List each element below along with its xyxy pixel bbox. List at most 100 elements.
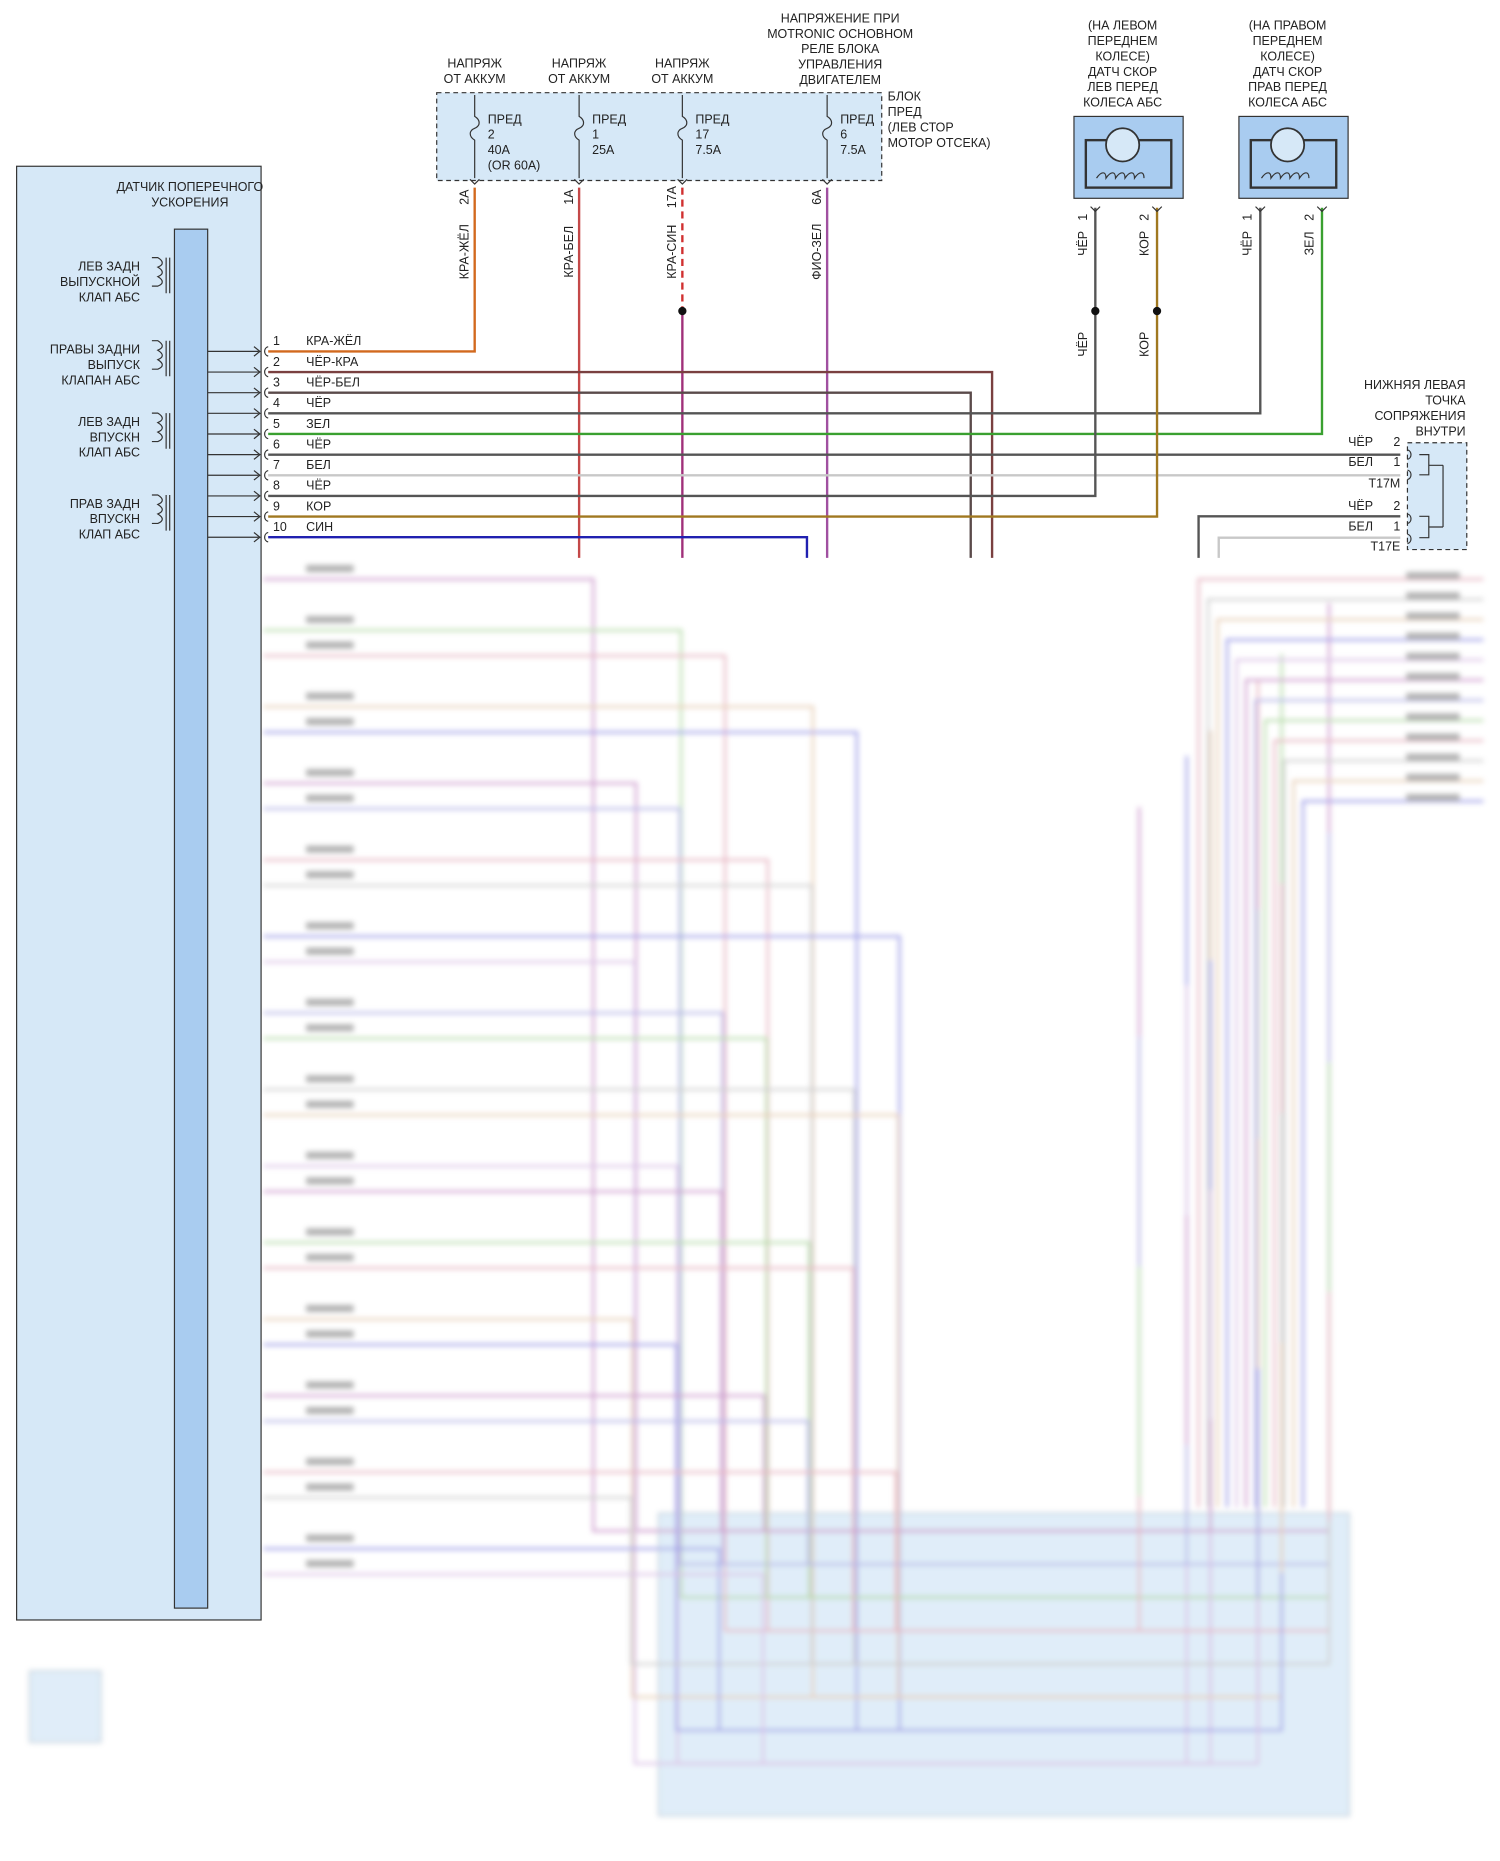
sensor-caption: ПРАВ ПЕРЕД (1248, 80, 1327, 94)
fuse-rating: ПРЕД (488, 112, 523, 126)
wire-label: СИН (306, 520, 333, 534)
blurred-wire (1254, 699, 1484, 1508)
splice (678, 306, 687, 316)
blurred-text (306, 616, 354, 624)
connector (264, 490, 269, 502)
pin-number: 4 (273, 396, 280, 410)
sensor-caption: КОЛЕСЕ) (1260, 49, 1315, 63)
fuse-block-label: ПРЕД (888, 105, 923, 119)
blurred-text (1406, 733, 1460, 741)
blurred-wire (263, 1241, 1141, 1599)
voltage-source: НАПРЯЖ (552, 56, 607, 70)
sensor-caption: ДАТЧ СКОР (1253, 65, 1322, 79)
fuse (469, 95, 480, 179)
pin-number: 3 (273, 375, 280, 389)
sensor-rotor (1105, 127, 1141, 163)
pin-number: 8 (273, 479, 280, 493)
voltage-source: ДВИГАТЕЛЕМ (799, 73, 881, 87)
connector (253, 428, 261, 440)
connector (1407, 533, 1412, 545)
blurred-text (306, 1024, 354, 1032)
blurred-wire (263, 1420, 1188, 1566)
sensor-caption: ДАТЧ СКОР (1088, 65, 1157, 79)
blurred-wire (263, 1394, 1212, 1533)
connector (1255, 206, 1266, 213)
valve-coil (151, 340, 171, 377)
blurred-text (1406, 572, 1460, 580)
wire-label: ЧЁР (1076, 332, 1090, 357)
sensor-caption: (НА ПРАВОМ (1249, 19, 1327, 33)
blurred-text (306, 1457, 354, 1466)
connector (1316, 206, 1328, 213)
blurred-wire (1225, 638, 1484, 1508)
pin-label: 1A (562, 189, 576, 205)
connector (264, 428, 269, 440)
pin-number: 1 (1076, 214, 1090, 221)
blurred-text (306, 1228, 354, 1236)
pin-number: 1 (273, 334, 280, 348)
fuse-block-label: БЛОК (888, 90, 922, 104)
blurred-text (1406, 713, 1460, 721)
connector (253, 511, 261, 522)
blurred-wire (263, 1164, 1212, 1765)
blurred-text (306, 845, 354, 853)
pin-number: 2 (273, 355, 280, 369)
blurred-wire (263, 1190, 1188, 1533)
pin-number: 2 (1137, 214, 1151, 221)
blurred-text (1406, 592, 1460, 600)
connector (1407, 469, 1412, 481)
valve-label: КЛАП АБС (79, 528, 140, 542)
blurred-text (306, 1483, 354, 1491)
voltage-source: НАПРЯЖЕНИЕ ПРИ (781, 11, 900, 25)
valve-label: КЛАП АБС (79, 290, 140, 304)
wire-label: ФИО-ЗЕЛ (810, 224, 824, 280)
pin-number: 2 (1393, 435, 1400, 449)
fuse-rating: 7.5A (840, 143, 866, 157)
blurred-text (306, 1151, 354, 1159)
blurred-wire (263, 1496, 1331, 1666)
blurred-wire (263, 1471, 1141, 1632)
wire (268, 370, 994, 558)
fuse-rating: 7.5A (695, 143, 721, 157)
valve-label: КЛАПАН АБС (61, 373, 140, 387)
sensor-caption: КОЛЕСА АБС (1083, 96, 1162, 110)
junction-title: ТОЧКА (1425, 394, 1466, 408)
blurred-wire (1216, 618, 1484, 1508)
connector (264, 366, 269, 378)
connector (253, 532, 261, 543)
sensor-rotor (1270, 127, 1306, 163)
connector (253, 387, 261, 398)
wire (268, 207, 1097, 498)
connector (1407, 449, 1412, 460)
valve-label: ПРАВЫ ЗАДНИ (50, 342, 140, 356)
junction-title: НИЖНЯЯ ЛЕВАЯ (1364, 378, 1466, 392)
blurred-text (1406, 632, 1460, 640)
pin-number: 10 (273, 520, 287, 534)
blurred-text (1406, 773, 1460, 781)
connector (264, 387, 269, 399)
blurred-text (1406, 652, 1460, 660)
fuse-rating: 40A (488, 143, 511, 157)
wire-label: ЧЁР (1076, 231, 1090, 256)
wire-label: ЧЁР-КРА (306, 355, 359, 369)
blurred-text (306, 718, 354, 726)
blurred-text (1406, 794, 1460, 802)
wire-label: ЧЁР (1348, 499, 1373, 513)
wire-label: ЗЕЛ (306, 417, 330, 431)
sensor-caption: (НА ЛЕВОМ (1088, 19, 1157, 33)
valve-label: ЛЕВ ЗАДН (78, 415, 140, 429)
pin-number: 9 (273, 499, 280, 513)
voltage-source: РЕЛЕ БЛОКА (801, 42, 880, 56)
module-bus (173, 228, 209, 1609)
pin-number: 2 (1302, 214, 1316, 221)
fuse (574, 95, 585, 179)
fuse-block (436, 92, 883, 182)
blurred-wire (1273, 739, 1484, 1508)
blurred-text (306, 947, 354, 955)
blurred-wire (263, 1011, 1141, 1566)
blurred-wire (1235, 658, 1484, 1508)
module (16, 165, 262, 1621)
wire-label: КОР (1137, 231, 1151, 256)
sensor-caption: КОЛЕСЕ) (1095, 49, 1150, 63)
